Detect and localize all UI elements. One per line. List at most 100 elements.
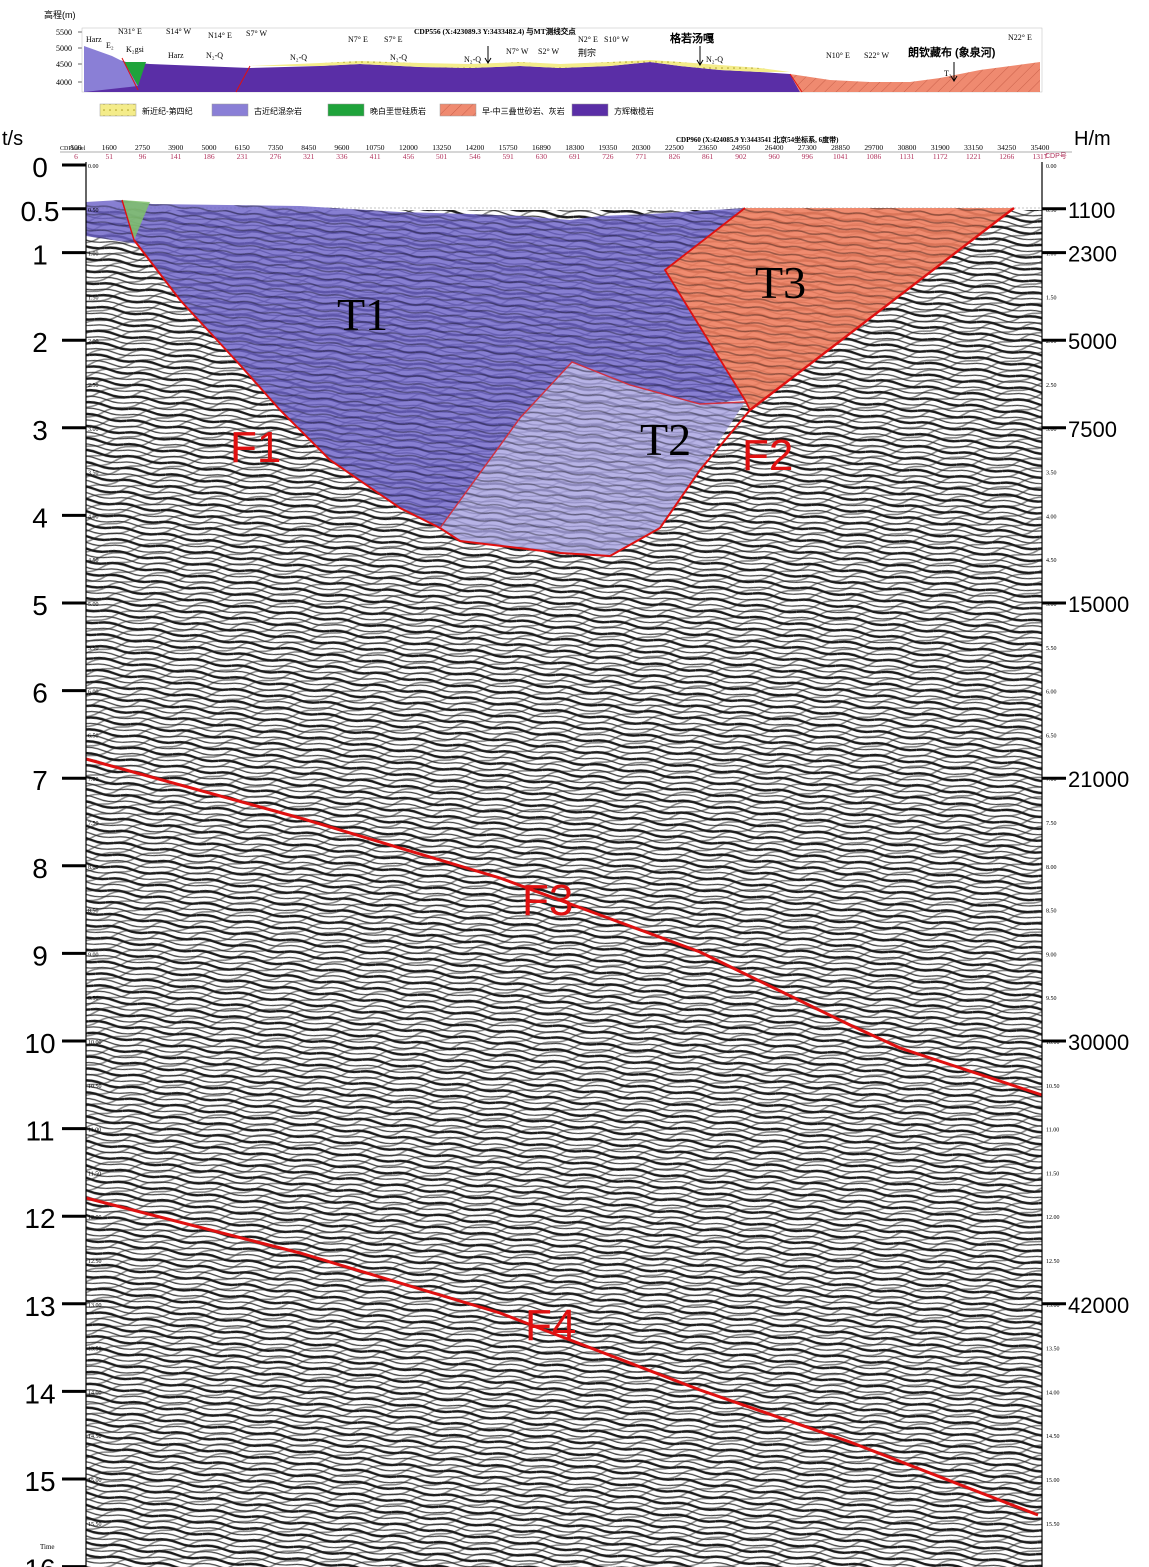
dip-label: N31° E: [118, 27, 142, 36]
minor-tick-label-right: 5.50: [1046, 646, 1057, 652]
stake-number: 26400: [765, 143, 784, 152]
elevation-tick-label: 4000: [56, 78, 72, 87]
stake-number: 13250: [432, 143, 451, 152]
stake-number: 5000: [201, 143, 216, 152]
stake-number: 28850: [831, 143, 850, 152]
stake-number: 33150: [964, 143, 983, 152]
minor-tick-label-right: 6.00: [1046, 690, 1057, 696]
fault-f4-line: [85, 1196, 1039, 1517]
cdp-number: 546: [469, 152, 481, 161]
minor-tick-label-right: 3.00: [1046, 427, 1057, 433]
cdp-number: 186: [203, 152, 215, 161]
elevation-tick-label: 5500: [56, 28, 72, 37]
minor-tick-label-right: 12.50: [1046, 1259, 1060, 1265]
time-tick-label: 8: [32, 853, 48, 884]
minor-tick-label-right: 8.00: [1046, 865, 1057, 871]
profile-triassic-body: [790, 62, 1040, 92]
unit-t1-label: T1: [337, 289, 388, 340]
cdp-number: 51: [105, 152, 113, 161]
cdp-number: 501: [436, 152, 448, 161]
dip-label: N10° E: [826, 51, 850, 60]
minor-tick-label-left: 9.00: [88, 952, 99, 958]
dip-label: N22° E: [1008, 33, 1032, 42]
minor-tick-label-right: 7.50: [1046, 821, 1057, 827]
minor-tick-label-left: 13.00: [88, 1303, 102, 1309]
time-tick-label: 7: [32, 765, 48, 796]
elevation-axis-title: 高程(m): [44, 9, 76, 20]
t2-boundary-line: [439, 361, 746, 529]
minor-tick-label-right: 9.00: [1046, 952, 1057, 958]
profile-place-mid: 荆宗: [578, 47, 596, 58]
minor-tick-label-left: 3.00: [88, 427, 99, 433]
legend-swatch: [327, 103, 365, 117]
minor-tick-label-left: 2.00: [88, 339, 99, 345]
stake-number: 16890: [532, 143, 551, 152]
time-tick-label: 4: [32, 502, 48, 533]
minor-tick-label-right: 5.00: [1046, 602, 1057, 608]
green-wedge: [122, 200, 150, 240]
stake-number: 7350: [268, 143, 283, 152]
profile-place-left: 格若汤嘎: [670, 31, 714, 45]
dip-labels: N31° E S14° W N14° E S7° W N7° E S7° E N7° W S2…: [118, 27, 1032, 60]
time-tick-label: 9: [32, 940, 48, 971]
unit-labels: Harz E₂ K₂gsi Harz N₂-Q N₂-Q N₂-Q N₂-Q N₂-Q T₃: [86, 35, 952, 78]
minor-tick-label-left: 4.50: [88, 558, 99, 564]
minor-tick-label-left: 11.50: [88, 1171, 101, 1177]
stake-number: 2750: [135, 143, 150, 152]
time-tick-label: 2: [32, 327, 48, 358]
depth-tick-label: 5000: [1068, 329, 1117, 354]
profile-fault-mid: [235, 65, 251, 93]
minor-tick-label-right: 10.50: [1046, 1084, 1060, 1090]
stake-number: 20300: [632, 143, 651, 152]
minor-tick-label-right: 14.00: [1046, 1390, 1060, 1396]
unit-label: Harz: [168, 51, 184, 60]
legend-label: 新近纪-第四纪: [142, 106, 193, 116]
legend-label: 晚白垩世硅质岩: [370, 106, 426, 116]
minor-tick-label-left: 15.50: [88, 1522, 102, 1528]
minor-tick-label-left: 7.00: [88, 777, 99, 783]
dip-label: S7° E: [384, 35, 403, 44]
cdp-number: 96: [139, 152, 147, 161]
legend-swatch: [439, 103, 477, 117]
minor-tick-label-left: 0.00: [88, 164, 99, 170]
cdp-number: 1086: [866, 152, 881, 161]
stake-number: 6150: [235, 143, 250, 152]
stake-label: CDPLabel: [60, 146, 86, 152]
depth-tick-label: 1100: [1068, 198, 1115, 223]
legend: 新近纪-第四纪 古近纪混杂岩 晚白垩世硅质岩 早-中三叠世砂岩、灰岩 方辉橄榄岩: [99, 103, 654, 117]
minor-tick-label-right: 7.00: [1046, 777, 1057, 783]
minor-tick-label-left: 8.50: [88, 909, 99, 915]
cdp-number: 996: [802, 152, 814, 161]
unit-label: N₂-Q: [206, 51, 223, 60]
minor-tick-label-right: 10.00: [1046, 1040, 1060, 1046]
time-tick-label: 1: [32, 240, 48, 271]
minor-tick-label-right: 13.00: [1046, 1303, 1060, 1309]
cdp-label: CDP号: [1045, 152, 1067, 160]
unit-label: N₂-Q: [390, 53, 407, 62]
cdp-number: 861: [702, 152, 714, 161]
cdp-number: 141: [170, 152, 182, 161]
minor-tick-label-left: 4.00: [88, 514, 99, 520]
time-tick-label: 0: [32, 152, 48, 183]
cdp-number: 1317: [1033, 152, 1048, 161]
time-tick-label: 13: [24, 1291, 55, 1322]
depth-tick-label: 7500: [1068, 417, 1117, 442]
minor-tick-label-right: 11.00: [1046, 1128, 1059, 1134]
arrow-right-place-icon: [950, 62, 958, 82]
t3-boundary-line: [663, 207, 751, 411]
cdp-number: 6: [74, 152, 78, 161]
minor-tick-label-right: 4.00: [1046, 514, 1057, 520]
profile-fault-right: [789, 73, 803, 93]
stake-numbers: 500 1600 2750 3900 5000 6150 7350 8450 9600 10750…: [70, 143, 1049, 152]
stake-number: 22500: [665, 143, 684, 152]
cdp-number: 630: [536, 152, 548, 161]
arrow-left-place-icon: [696, 46, 704, 66]
depth-tick-label: 30000: [1068, 1030, 1129, 1055]
time-tick-label: 16: [24, 1554, 55, 1567]
stake-number: 15750: [499, 143, 518, 152]
dip-label: S7° W: [246, 29, 268, 38]
elevation-tick-label: 4500: [56, 60, 72, 69]
cdp-number: 960: [768, 152, 780, 161]
minor-tick-label-left: 5.00: [88, 602, 99, 608]
